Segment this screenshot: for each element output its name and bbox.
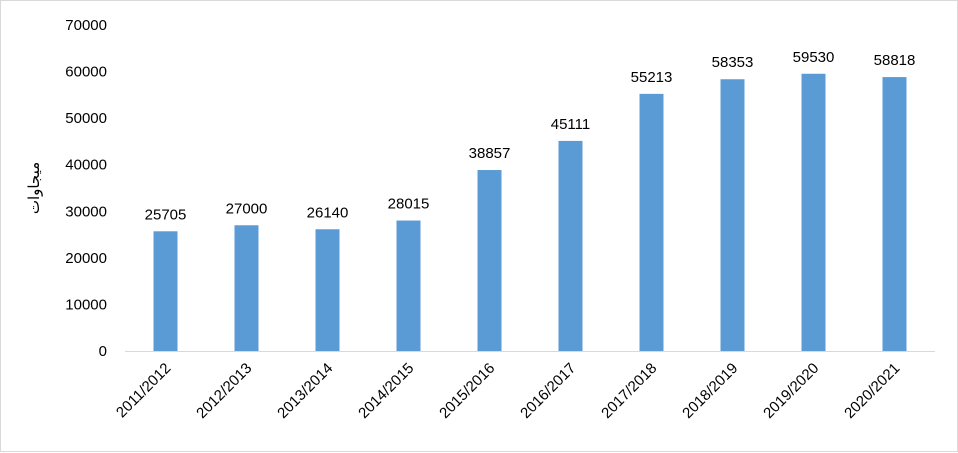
data-label: 58353	[712, 54, 754, 71]
bar-2015-2016	[477, 170, 502, 351]
data-label: 26140	[307, 204, 349, 221]
y-tick-label: 40000	[65, 157, 107, 174]
x-tick-label: 2018/2019	[679, 360, 741, 422]
y-axis-title: ميجاوات	[25, 162, 43, 214]
y-tick-label: 30000	[65, 203, 107, 220]
bar-2018-2019	[720, 79, 745, 351]
data-label: 27000	[226, 200, 268, 217]
x-tick-label: 2015/2016	[436, 360, 498, 422]
y-tick-label: 70000	[65, 17, 107, 34]
y-axis-tick-labels: 0 10000 20000 30000 40000 50000 60000 70000	[65, 17, 107, 360]
x-tick-label: 2016/2017	[517, 360, 579, 422]
bar-2020-2021	[882, 77, 907, 351]
bar-2017-2018	[639, 93, 664, 351]
data-label: 45111	[551, 116, 591, 133]
y-tick-label: 60000	[65, 64, 107, 81]
data-label: 25705	[145, 206, 187, 223]
x-tick-label: 2013/2014	[274, 360, 336, 422]
data-label: 59530	[793, 49, 835, 66]
x-tick-label: 2017/2018	[598, 360, 660, 422]
x-tick-label: 2020/2021	[841, 360, 903, 422]
x-tick-label: 2014/2015	[355, 360, 417, 422]
bar-2016-2017	[558, 140, 583, 351]
bar-series	[153, 73, 907, 351]
bar-2019-2020	[801, 73, 826, 351]
bar-2011-2012	[153, 231, 178, 351]
data-label: 28015	[388, 196, 430, 213]
y-tick-label: 20000	[65, 250, 107, 267]
data-label: 58818	[874, 52, 916, 69]
x-axis-tick-labels: 2011/2012 2012/2013 2013/2014 2014/2015 2015…	[113, 360, 903, 422]
bar-2012-2013	[234, 225, 259, 351]
y-tick-label: 50000	[65, 110, 107, 127]
y-tick-label: 0	[99, 343, 107, 360]
data-label: 38857	[469, 145, 511, 162]
bar-2013-2014	[315, 229, 340, 351]
y-tick-label: 10000	[65, 296, 107, 313]
x-tick-label: 2011/2012	[113, 360, 174, 421]
data-labels: 25705 27000 26140 28015 38857 45111 55213 58353…	[145, 49, 916, 224]
data-label: 55213	[631, 69, 673, 86]
x-tick-label: 2012/2013	[193, 360, 255, 422]
x-tick-label: 2019/2020	[760, 360, 822, 422]
bar-2014-2015	[396, 220, 421, 351]
